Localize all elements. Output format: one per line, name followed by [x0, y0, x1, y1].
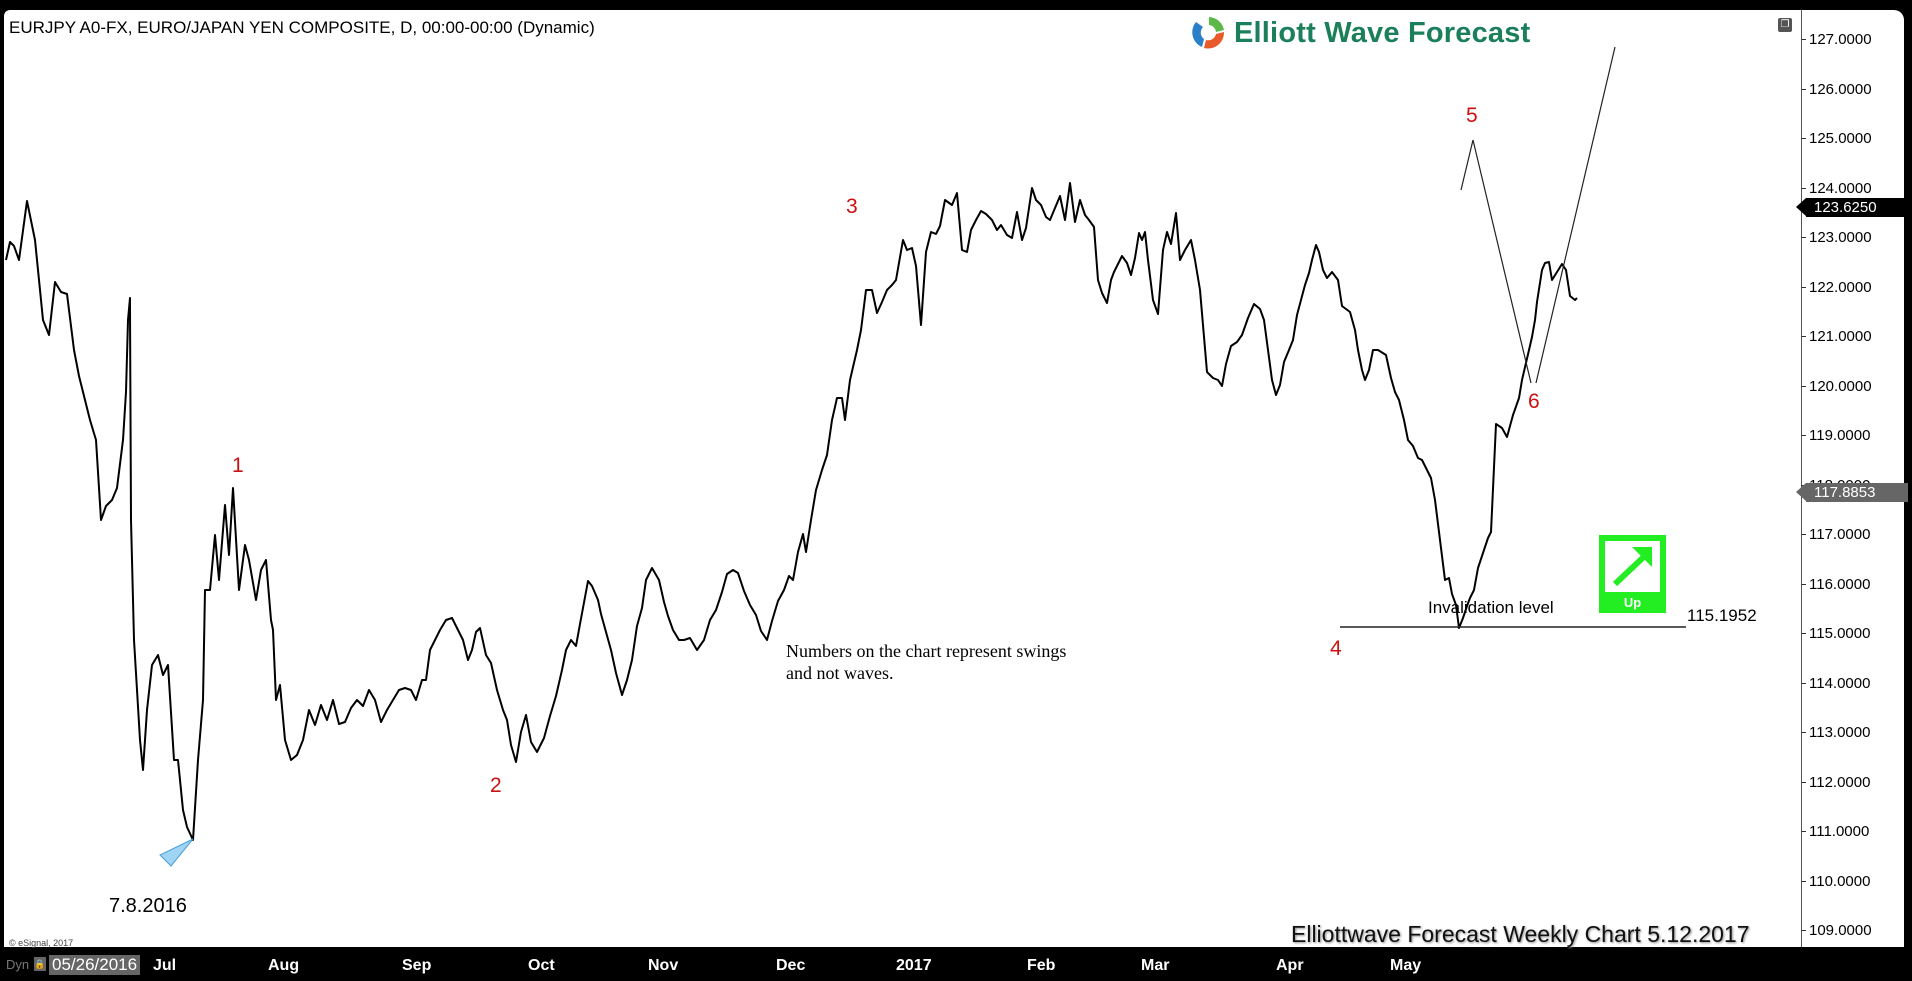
- time-axis[interactable]: Dyn 🔒 05/26/2016 Jul Aug Sep Oct Nov Dec…: [0, 954, 1801, 976]
- start-date: 05/26/2016: [49, 955, 141, 975]
- x-tick-label: Sep: [402, 957, 432, 974]
- invalidation-value: 115.1952: [1687, 606, 1757, 625]
- x-tick-label: Mar: [1141, 957, 1170, 974]
- y-tick: 109.0000: [1801, 922, 1901, 940]
- direction-badge: Up: [1599, 535, 1666, 613]
- last-price-tag: 123.6250: [1796, 198, 1908, 217]
- y-tick: 110.0000: [1801, 873, 1901, 891]
- y-tick: 113.0000: [1801, 724, 1901, 742]
- x-tick-label: Oct: [528, 957, 555, 974]
- low-marker-triangle: [159, 838, 194, 867]
- swirl-logo-icon: [1192, 17, 1225, 49]
- brand-logo: Elliott Wave Forecast: [1190, 14, 1530, 52]
- chart-note-line-2: and not waves.: [786, 663, 894, 683]
- y-tick: 123.0000: [1801, 229, 1901, 247]
- price-chart: [5, 46, 1686, 867]
- x-tick-label: Feb: [1027, 957, 1056, 974]
- x-tick-label: Dec: [776, 957, 806, 974]
- x-tick-label: Apr: [1276, 957, 1304, 974]
- direction-badge-label: Up: [1623, 595, 1642, 610]
- price-axis-panel[interactable]: [1801, 10, 1904, 947]
- y-tick: 124.0000: [1801, 180, 1901, 198]
- swing-label-2: 2: [490, 774, 502, 797]
- x-tick-label: 2017: [896, 957, 932, 974]
- swing-label-5: 5: [1466, 104, 1478, 127]
- y-tick: 127.0000: [1801, 31, 1901, 49]
- logo-text: Elliott Wave Forecast: [1234, 16, 1531, 49]
- swing-label-6: 6: [1528, 390, 1540, 413]
- plot-area[interactable]: [4, 10, 1801, 947]
- chart-note-line-1: Numbers on the chart represent swings: [786, 641, 1067, 661]
- price-line: [5, 182, 1578, 841]
- cursor-price-tag: 117.8853: [1796, 483, 1908, 502]
- copyright: © eSignal, 2017: [9, 938, 74, 948]
- y-tick: 111.0000: [1801, 823, 1901, 841]
- x-tick-label: Aug: [268, 957, 300, 974]
- arrow-up-right-icon: [1612, 547, 1653, 587]
- x-tick-label: Nov: [648, 957, 679, 974]
- footer-brand: Elliottwave Forecast Weekly Chart 5.12.2…: [1291, 921, 1750, 947]
- chart-title: EURJPY A0-FX, EURO/JAPAN YEN COMPOSITE, …: [9, 18, 595, 37]
- y-tick: 126.0000: [1801, 81, 1901, 99]
- y-tick: 114.0000: [1801, 675, 1901, 693]
- y-tick: 116.0000: [1801, 576, 1901, 594]
- y-tick: 122.0000: [1801, 279, 1901, 297]
- dyn-label[interactable]: Dyn: [6, 957, 30, 972]
- y-tick: 125.0000: [1801, 130, 1901, 148]
- x-tick-label: Jul: [153, 957, 177, 974]
- y-tick: 120.0000: [1801, 378, 1901, 396]
- projection-line: [1460, 139, 1532, 384]
- swing-label-3: 3: [846, 195, 858, 218]
- y-tick: 121.0000: [1801, 328, 1901, 346]
- projection-line-2: [1535, 46, 1616, 384]
- y-tick: 112.0000: [1801, 774, 1901, 792]
- low-date-label: 7.8.2016: [109, 895, 187, 917]
- swing-label-4: 4: [1330, 637, 1342, 660]
- invalidation-label: Invalidation level: [1428, 598, 1554, 617]
- y-tick: 119.0000: [1801, 427, 1901, 445]
- swing-label-1: 1: [232, 454, 244, 477]
- x-tick-label: May: [1390, 957, 1422, 974]
- lock-icon[interactable]: 🔒: [34, 957, 46, 971]
- y-tick: 117.0000: [1801, 526, 1901, 544]
- restore-window-icon[interactable]: ❐: [1778, 18, 1792, 32]
- y-tick: 115.0000: [1801, 625, 1901, 643]
- chart-note: Numbers on the chart represent swings an…: [786, 640, 1066, 684]
